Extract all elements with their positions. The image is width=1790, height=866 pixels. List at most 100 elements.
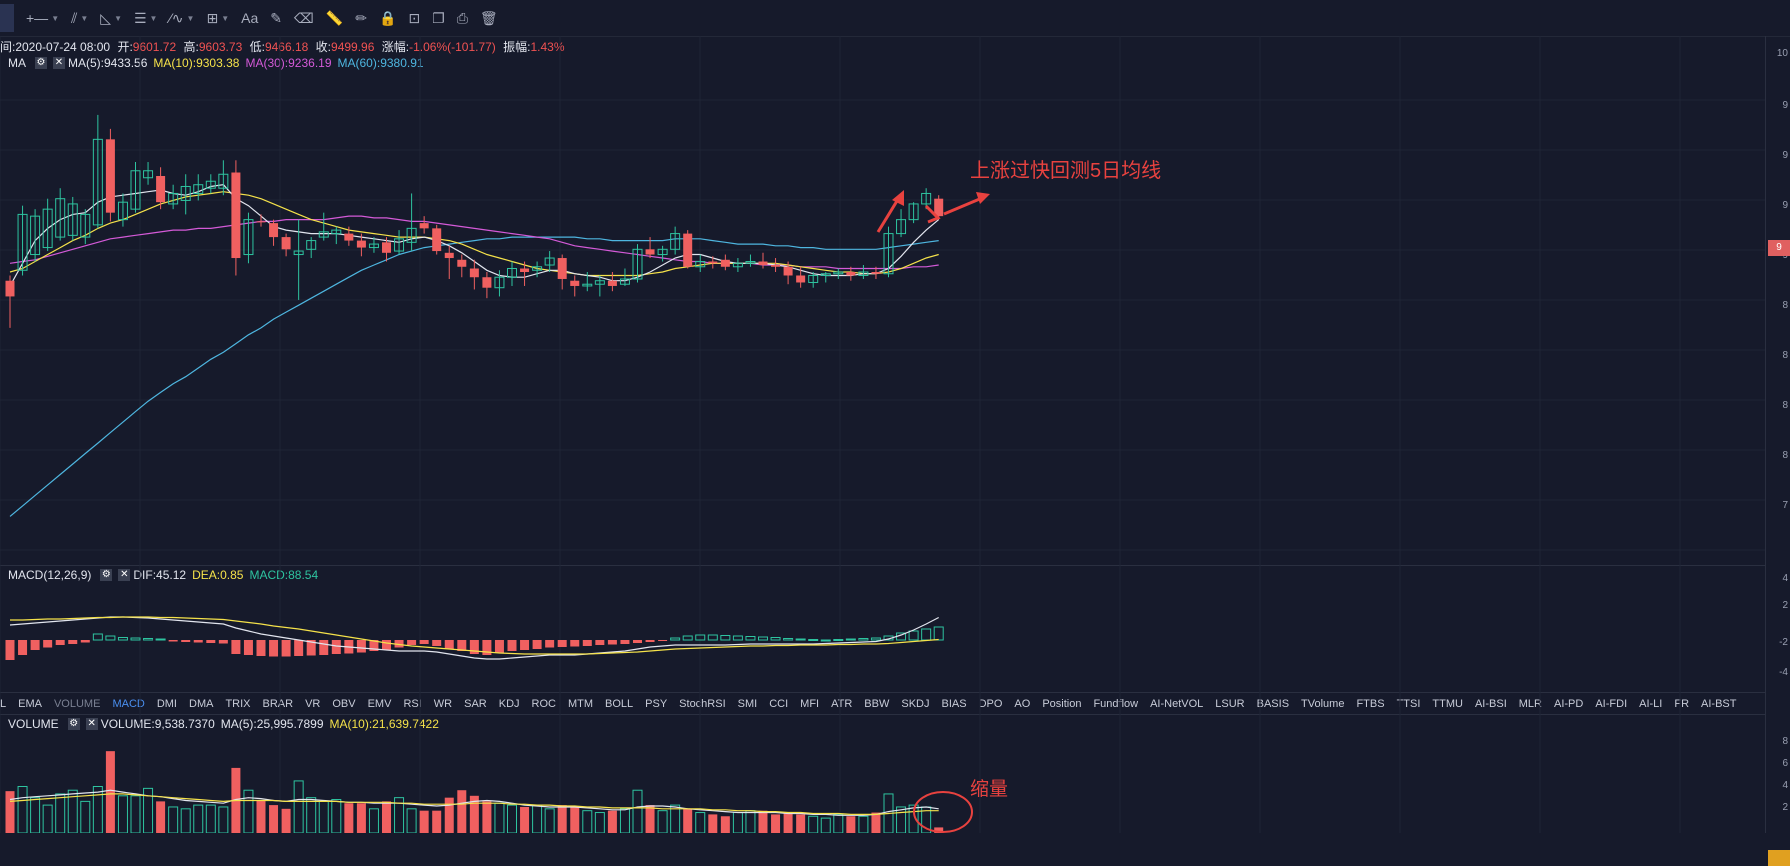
volume-tick: 4 (1782, 780, 1788, 791)
tab-ai-bsi[interactable]: AI-BSI (1474, 698, 1507, 710)
chevron-down-icon[interactable]: ▼ (80, 13, 89, 23)
tab-roc[interactable]: ROC (531, 698, 556, 710)
tab-bbw[interactable]: BBW (864, 698, 890, 710)
settings-icon[interactable]: ⚙ (67, 718, 80, 730)
macd-tick: -2 (1779, 637, 1788, 648)
lock-icon[interactable]: 🔒 (378, 9, 397, 26)
tab-rsi[interactable]: RSI (403, 698, 422, 710)
tab-psy[interactable]: PSY (645, 698, 668, 710)
tab-tvolume[interactable]: TVolume (1301, 698, 1345, 710)
settings-icon[interactable]: ⚙ (100, 569, 113, 581)
candle-body (934, 198, 944, 217)
close-icon[interactable]: ✕ (118, 569, 131, 581)
angle-icon[interactable]: ◺ ▼ (100, 9, 122, 26)
tab-ai-li[interactable]: AI-LI (1639, 698, 1663, 710)
pane-separator[interactable] (0, 565, 1766, 566)
tab-ai-pd[interactable]: AI-PD (1554, 698, 1584, 710)
text-icon[interactable]: Aa (241, 10, 259, 26)
trash-icon[interactable]: 🗑 (479, 9, 498, 26)
fib-icon[interactable]: ☰ ▼ (133, 9, 158, 26)
tab-mlr[interactable]: MLR (1518, 698, 1542, 710)
copy-icon[interactable]: ❐ (432, 9, 445, 26)
tab-atr[interactable]: ATR (831, 698, 853, 710)
tab-ai-netvol[interactable]: AI-NetVOL (1150, 698, 1204, 710)
tab-dma[interactable]: DMA (189, 698, 214, 710)
volume-bar (745, 810, 756, 833)
chevron-down-icon[interactable]: ▼ (51, 13, 60, 23)
tab-brar[interactable]: BRAR (262, 698, 294, 710)
candle-body (419, 223, 429, 229)
pencil-icon[interactable]: ✏ (355, 9, 367, 26)
tab-fundflow[interactable]: Fundflow (1093, 698, 1139, 710)
macd-bar (808, 639, 819, 641)
tab-mtm[interactable]: MTM (567, 698, 594, 710)
eraser-icon[interactable]: ⌫ (293, 9, 314, 26)
volume-bar (896, 806, 907, 833)
tab-stochrsi[interactable]: StochRSI (679, 698, 726, 710)
close-icon[interactable]: ✕ (85, 718, 98, 730)
macd-bar (407, 640, 417, 645)
hide-icon[interactable]: ⊡ (408, 9, 421, 26)
chevron-down-icon[interactable]: ▼ (114, 13, 122, 23)
macd-bar (707, 634, 718, 641)
candle-body (720, 259, 730, 267)
tab-dmi[interactable]: DMI (156, 698, 177, 710)
tab-boll[interactable]: BOLL (605, 698, 634, 710)
crosshair-icon[interactable]: +— ▼ (26, 10, 60, 26)
screenshot-icon[interactable]: ⎙ (456, 9, 468, 26)
chevron-down-icon[interactable]: ▼ (221, 13, 230, 23)
candle-body (193, 184, 204, 194)
macd-bar (695, 634, 706, 641)
tab-ai-fdi[interactable]: AI-FDI (1595, 698, 1628, 710)
tab-position[interactable]: Position (1042, 698, 1082, 710)
tab-l[interactable]: L (0, 698, 7, 710)
volume-bar (582, 810, 593, 833)
tab-ema[interactable]: EMA (18, 698, 42, 710)
trendline-icon[interactable]: ⫽ ▼ (71, 9, 89, 26)
candle-body (92, 138, 103, 226)
tab-basis[interactable]: BASIS (1256, 698, 1290, 710)
tab-bias[interactable]: BIAS (941, 698, 967, 710)
tab-smi[interactable]: SMI (737, 698, 758, 710)
tab-volume[interactable]: VOLUME (53, 698, 101, 710)
macd-label: MACD(12,26,9) (8, 568, 92, 582)
tab-dpo[interactable]: DPO (978, 698, 1003, 710)
tab-cci[interactable]: CCI (769, 698, 789, 710)
close-icon[interactable]: ✕ (53, 57, 65, 69)
tab-wr[interactable]: WR (433, 698, 453, 710)
tab-skdj[interactable]: SKDJ (901, 698, 930, 710)
wave-icon[interactable]: ⁄∿ ▼ (169, 9, 195, 26)
candle-body (883, 233, 894, 275)
chevron-down-icon[interactable]: ▼ (186, 13, 195, 23)
annotation-shrink: 缩量 (970, 779, 1009, 800)
tab-fr[interactable]: FR (1674, 698, 1690, 710)
pane-separator[interactable] (0, 714, 1766, 715)
pane-separator[interactable] (0, 692, 1766, 693)
tab-vr[interactable]: VR (305, 698, 321, 710)
tab-ftbs[interactable]: FTBS (1356, 698, 1385, 710)
pattern-icon[interactable]: ⊞ ▼ (206, 9, 230, 26)
tab-ttsi[interactable]: TTSI (1396, 698, 1421, 710)
tab-kdj[interactable]: KDJ (498, 698, 520, 710)
tab-ao[interactable]: AO (1014, 698, 1031, 710)
open-value: 9601.72 (132, 40, 177, 54)
price-chart[interactable] (0, 0, 1766, 833)
brush-icon[interactable]: ✎ (270, 9, 282, 26)
tab-lsur[interactable]: LSUR (1215, 698, 1245, 710)
tab-emv[interactable]: EMV (367, 698, 392, 710)
tab-trix[interactable]: TRIX (225, 698, 251, 710)
tab-ai-bst[interactable]: AI-BST (1701, 698, 1737, 710)
volume-bar (570, 806, 580, 833)
chevron-down-icon[interactable]: ▼ (149, 13, 158, 23)
settings-icon[interactable]: ⚙ (35, 57, 47, 69)
tab-macd[interactable]: MACD (112, 698, 145, 710)
volume-legend: VOLUME ⚙ ✕ VOLUME:9,538.7370 MA(5):25,99… (0, 717, 445, 731)
toolbar-selector[interactable] (0, 4, 14, 32)
tab-ttmu[interactable]: TTMU (1432, 698, 1463, 710)
tab-sar[interactable]: SAR (464, 698, 487, 710)
tab-obv[interactable]: OBV (332, 698, 356, 710)
tab-mfi[interactable]: MFI (800, 698, 820, 710)
macd-tick: 2 (1782, 600, 1788, 611)
ruler-icon[interactable]: 📏 (325, 9, 344, 26)
